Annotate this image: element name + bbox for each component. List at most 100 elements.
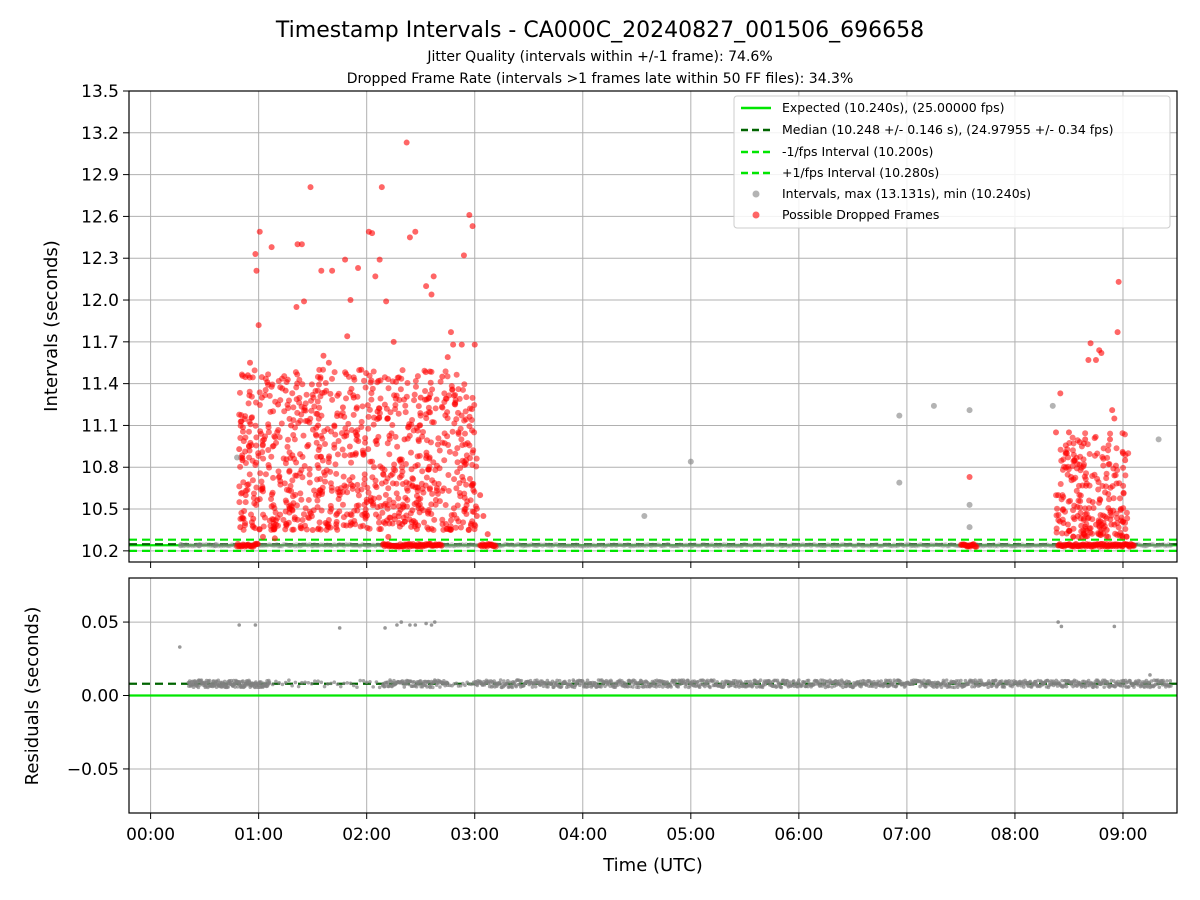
dropped-frame-point bbox=[345, 420, 352, 427]
dropped-frame-point bbox=[402, 460, 409, 467]
interval-point bbox=[854, 543, 859, 549]
interval-point bbox=[733, 543, 738, 549]
interval-point bbox=[1161, 542, 1166, 547]
interval-point bbox=[858, 543, 863, 548]
interval-point bbox=[325, 542, 330, 547]
interval-point bbox=[580, 544, 585, 549]
dropped-frame-point bbox=[437, 378, 444, 385]
residual-point bbox=[177, 645, 182, 649]
dropped-frame-point bbox=[252, 251, 259, 258]
interval-point bbox=[536, 542, 541, 547]
interval-point bbox=[825, 542, 831, 547]
interval-point bbox=[1046, 542, 1051, 548]
interval-point bbox=[523, 543, 528, 548]
interval-point bbox=[1151, 542, 1156, 547]
interval-point bbox=[330, 543, 335, 548]
residual-point bbox=[414, 684, 419, 689]
dropped-frame-point bbox=[344, 333, 351, 340]
interval-point bbox=[585, 543, 591, 548]
interval-point bbox=[835, 543, 841, 548]
dropped-frame-point bbox=[1120, 464, 1127, 471]
dropped-frame-point bbox=[442, 521, 449, 528]
interval-point bbox=[944, 543, 950, 549]
dropped-frame-point bbox=[376, 256, 383, 263]
dropped-frame-point bbox=[346, 443, 353, 450]
interval-point bbox=[296, 542, 302, 547]
interval-point bbox=[270, 543, 276, 548]
interval-point bbox=[589, 543, 595, 548]
interval-point bbox=[317, 543, 322, 548]
dropped-frame-point bbox=[429, 490, 436, 497]
dropped-frame-point bbox=[318, 432, 325, 439]
dropped-frame-point bbox=[444, 373, 451, 380]
interval-point bbox=[687, 458, 694, 465]
residual-point bbox=[377, 685, 382, 690]
dropped-frame-point bbox=[360, 451, 367, 458]
dropped-frame-point bbox=[1116, 495, 1123, 502]
interval-point bbox=[535, 543, 540, 549]
dropped-frame-point bbox=[1078, 533, 1085, 540]
interval-point bbox=[356, 543, 361, 548]
residual-point bbox=[559, 684, 564, 689]
dropped-frame-point bbox=[363, 499, 370, 506]
interval-point bbox=[316, 543, 321, 548]
dropped-frame-point bbox=[327, 480, 334, 487]
dropped-frame-point bbox=[392, 401, 399, 408]
interval-point bbox=[593, 543, 598, 549]
residual-point bbox=[955, 685, 960, 689]
dropped-frame-point bbox=[1067, 497, 1074, 504]
dropped-frame-point bbox=[355, 264, 362, 271]
residual-point bbox=[399, 620, 404, 624]
dropped-frame-point bbox=[322, 380, 329, 387]
top-x-ticks bbox=[150, 562, 1124, 568]
dropped-frame-point bbox=[369, 230, 376, 237]
dropped-frame-point bbox=[316, 519, 323, 526]
dropped-frame-point bbox=[300, 432, 307, 439]
chart-subtitle-dropped: Dropped Frame Rate (intervals >1 frames … bbox=[347, 71, 854, 87]
interval-point bbox=[723, 543, 728, 549]
residual-point bbox=[222, 679, 227, 684]
interval-point bbox=[771, 542, 776, 548]
dropped-frame-point bbox=[417, 495, 424, 502]
interval-point bbox=[909, 543, 915, 549]
dropped-frame-point bbox=[1103, 533, 1110, 540]
dropped-frame-point bbox=[377, 525, 384, 532]
interval-point bbox=[627, 543, 632, 549]
interval-point bbox=[222, 543, 228, 548]
top-plot-frame bbox=[128, 90, 1178, 563]
residual-point bbox=[609, 680, 614, 684]
dropped-frame-point bbox=[265, 421, 272, 428]
interval-point bbox=[701, 542, 706, 547]
interval-point bbox=[1003, 542, 1008, 548]
dropped-frame-point bbox=[258, 394, 265, 401]
interval-point bbox=[470, 542, 475, 548]
dropped-frame-point bbox=[372, 482, 379, 489]
dropped-frame-point bbox=[455, 409, 462, 416]
dropped-frame-point bbox=[454, 445, 461, 452]
dropped-frame-point bbox=[1095, 486, 1102, 493]
dropped-frame-point bbox=[1065, 429, 1072, 436]
residual-point bbox=[395, 623, 399, 627]
interval-point bbox=[290, 543, 295, 548]
dropped-frame-point bbox=[297, 451, 304, 458]
dropped-frame-point bbox=[343, 522, 350, 529]
x-tick-label-2: 02:00 bbox=[342, 825, 391, 845]
interval-point bbox=[869, 544, 875, 549]
interval-point bbox=[928, 542, 933, 548]
dropped-frame-point bbox=[1063, 450, 1070, 457]
dropped-frame-point bbox=[457, 524, 464, 531]
dropped-baseline-point bbox=[492, 543, 499, 550]
interval-point bbox=[690, 543, 696, 549]
dropped-frame-point bbox=[299, 516, 306, 523]
dropped-frame-point bbox=[327, 502, 334, 509]
dropped-frame-point bbox=[285, 405, 292, 412]
dropped-frame-point bbox=[422, 387, 429, 394]
dropped-frame-point bbox=[390, 338, 397, 345]
interval-point bbox=[795, 542, 801, 548]
dropped-frame-point bbox=[306, 419, 313, 426]
interval-point bbox=[692, 542, 697, 547]
interval-point bbox=[684, 542, 689, 548]
interval-point bbox=[938, 543, 943, 548]
interval-point bbox=[694, 543, 700, 548]
residual-point bbox=[994, 678, 998, 683]
